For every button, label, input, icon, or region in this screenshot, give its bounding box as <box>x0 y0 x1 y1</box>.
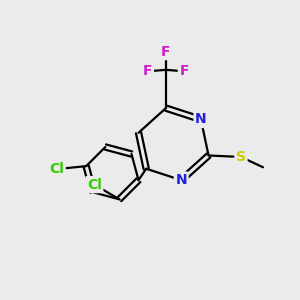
Text: N: N <box>195 112 207 127</box>
Text: Cl: Cl <box>49 162 64 176</box>
Text: F: F <box>161 45 171 58</box>
Text: F: F <box>179 64 189 78</box>
Text: N: N <box>176 173 187 187</box>
Text: F: F <box>143 64 152 78</box>
Text: Cl: Cl <box>87 178 102 192</box>
Text: S: S <box>236 150 246 164</box>
